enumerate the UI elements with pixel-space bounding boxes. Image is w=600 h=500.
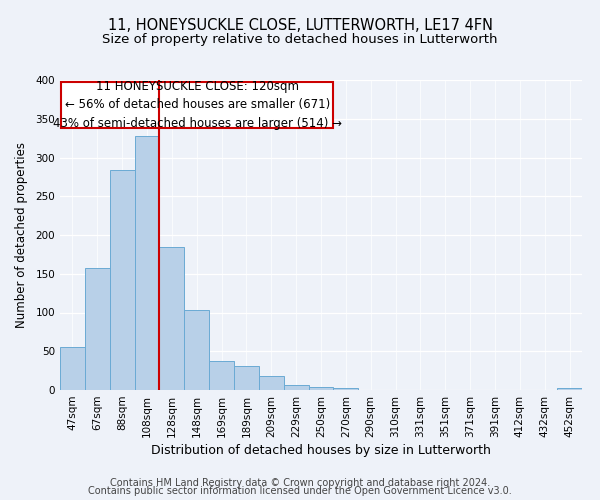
Y-axis label: Number of detached properties: Number of detached properties: [16, 142, 28, 328]
Bar: [308, 387, 334, 390]
FancyBboxPatch shape: [61, 82, 334, 128]
Text: 11 HONEYSUCKLE CLOSE: 120sqm
← 56% of detached houses are smaller (671)
43% of s: 11 HONEYSUCKLE CLOSE: 120sqm ← 56% of de…: [53, 80, 342, 130]
X-axis label: Distribution of detached houses by size in Lutterworth: Distribution of detached houses by size …: [151, 444, 491, 457]
Bar: [259, 376, 284, 390]
Text: 11, HONEYSUCKLE CLOSE, LUTTERWORTH, LE17 4FN: 11, HONEYSUCKLE CLOSE, LUTTERWORTH, LE17…: [107, 18, 493, 32]
Bar: [557, 388, 582, 390]
Bar: [234, 366, 259, 390]
Text: Contains public sector information licensed under the Open Government Licence v3: Contains public sector information licen…: [88, 486, 512, 496]
Text: Size of property relative to detached houses in Lutterworth: Size of property relative to detached ho…: [102, 32, 498, 46]
Text: Contains HM Land Registry data © Crown copyright and database right 2024.: Contains HM Land Registry data © Crown c…: [110, 478, 490, 488]
Bar: [284, 386, 308, 390]
Bar: [184, 310, 209, 390]
Bar: [209, 362, 234, 390]
Bar: [60, 348, 85, 390]
Bar: [134, 136, 160, 390]
Bar: [85, 268, 110, 390]
Bar: [110, 170, 134, 390]
Bar: [334, 388, 358, 390]
Bar: [160, 248, 184, 390]
